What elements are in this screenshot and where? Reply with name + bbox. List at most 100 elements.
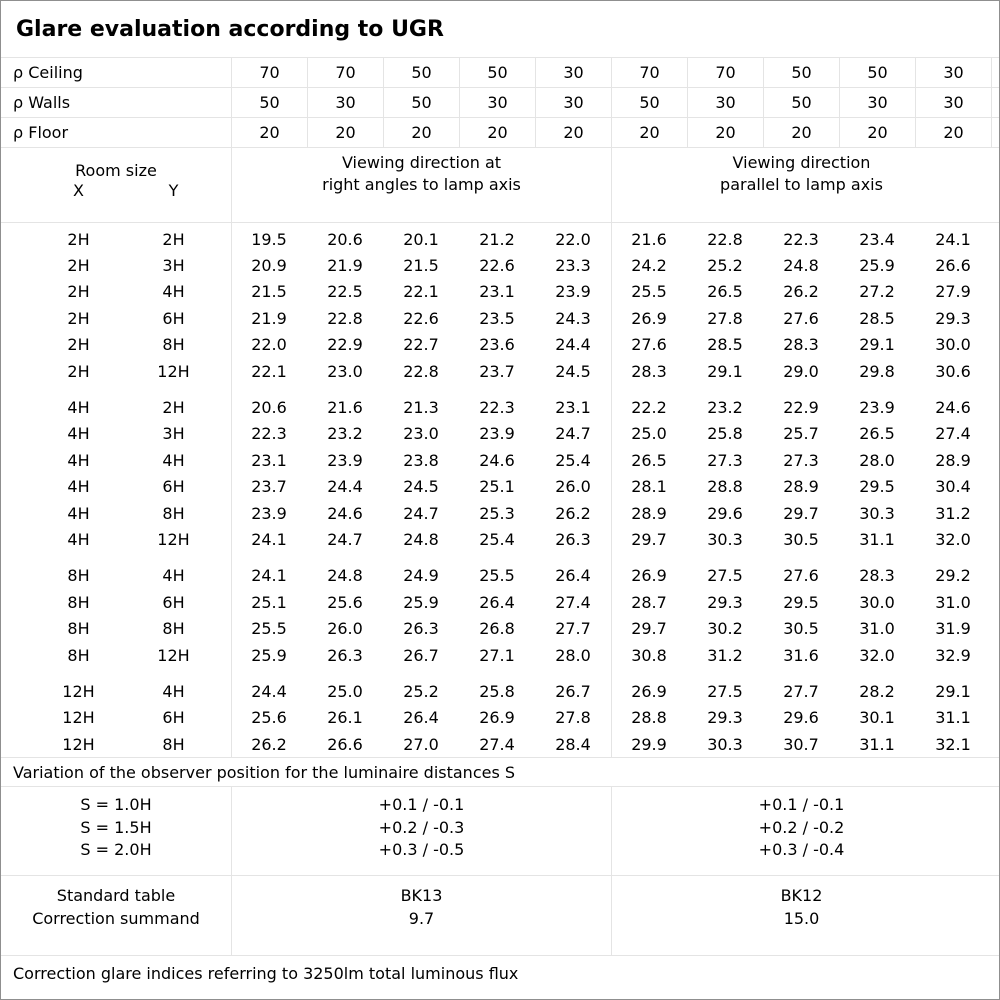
ugr-value-cell: 27.7: [555, 619, 591, 639]
reflectance-value: 20: [687, 118, 763, 147]
reflectance-row-label: ρ Ceiling: [13, 63, 83, 82]
ugr-value-cell: 20.6: [251, 398, 287, 418]
ugr-value-cell: 23.3: [555, 256, 591, 276]
ugr-value-cell: 26.7: [403, 645, 439, 665]
ugr-value-cell: 22.1: [403, 282, 439, 302]
room-x-cell: 4H: [67, 503, 90, 523]
ugr-value-cell: 25.6: [251, 708, 287, 728]
table-row: 4H 6H 23.7 24.4 24.5 25.1 26.0 28.1 28.8 28.9 29.5…: [1, 474, 999, 500]
ugr-value-cell: 27.1: [479, 645, 515, 665]
ugr-value-cell: 29.6: [783, 708, 819, 728]
ugr-value-cell: 23.2: [707, 398, 743, 418]
s-label: S = 2.0H: [80, 840, 152, 859]
ugr-value-cell: 22.6: [479, 256, 515, 276]
ugr-value-cell: 32.9: [935, 645, 971, 665]
ugr-value-cell: 25.2: [403, 681, 439, 701]
y-column-label: Y: [168, 181, 179, 200]
ugr-value-cell: 23.8: [403, 450, 439, 470]
ugr-value-cell: 28.5: [859, 308, 895, 328]
ugr-value-cell: 25.5: [631, 282, 667, 302]
room-x-cell: 12H: [62, 681, 95, 701]
ugr-value-cell: 25.2: [707, 256, 743, 276]
reflectance-value: 70: [687, 58, 763, 87]
ugr-value-cell: 30.5: [783, 619, 819, 639]
right-angles-direction-header: Viewing direction at right angles to lam…: [231, 148, 611, 222]
table-row: 4H 12H 24.1 24.7 24.8 25.4 26.3 29.7 30.3 30.5 31.…: [1, 526, 999, 552]
ugr-value-cell: 23.4: [859, 229, 895, 249]
ugr-value-cell: 26.2: [251, 734, 287, 754]
ugr-value-cell: 26.2: [783, 282, 819, 302]
table-row: 2H 3H 20.9 21.9 21.5 22.6 23.3 24.2 25.2 24.8 25.9…: [1, 252, 999, 278]
table-row: 8H 4H 24.1 24.8 24.9 25.5 26.4 26.9 27.5 27.6 28.3…: [1, 563, 999, 589]
room-x-cell: 2H: [67, 229, 90, 249]
ugr-value-cell: 29.5: [859, 477, 895, 497]
ugr-value-cell: 31.1: [859, 734, 895, 754]
reflectance-row: ρ Floor 20 20 20 20 20 20 20 20 20 20: [1, 118, 999, 148]
room-y-cell: 4H: [162, 681, 185, 701]
ugr-value-cell: 29.8: [859, 361, 895, 381]
ugr-value-cell: 23.1: [479, 282, 515, 302]
room-y-cell: 8H: [162, 734, 185, 754]
room-size-xy-row: X Y: [1, 181, 231, 200]
summary-labels: Standard table Correction summand: [1, 876, 231, 955]
ugr-value-cell: 27.4: [935, 424, 971, 444]
ugr-value-cell: 27.6: [783, 308, 819, 328]
reflectance-value: 30: [535, 58, 611, 87]
ugr-value-cell: 24.7: [555, 424, 591, 444]
ugr-value-cell: 24.4: [327, 477, 363, 497]
ugr-value-cell: 26.1: [327, 708, 363, 728]
ugr-value-cell: 28.1: [631, 477, 667, 497]
reflectance-value: 70: [231, 58, 307, 87]
reflectance-value: 30: [915, 88, 991, 117]
ugr-value-cell: 26.7: [555, 681, 591, 701]
ugr-value-cell: 22.9: [327, 335, 363, 355]
reflectance-value: 20: [763, 118, 839, 147]
ugr-value-cell: 19.5: [251, 229, 287, 249]
reflectance-value: 70: [611, 58, 687, 87]
variation-value: +0.2 / -0.3: [378, 817, 465, 837]
ugr-value-cell: 25.5: [479, 566, 515, 586]
ugr-value-cell: 28.8: [631, 708, 667, 728]
ugr-value-cell: 30.6: [935, 361, 971, 381]
table-header-row: Room size X Y Viewing direction at right…: [1, 148, 999, 223]
ugr-value-cell: 30.4: [935, 477, 971, 497]
table-row: 4H 4H 23.1 23.9 23.8 24.6 25.4 26.5 27.3 27.3 28.0…: [1, 447, 999, 473]
variation-value: +0.1 / -0.1: [378, 795, 465, 814]
ugr-value-cell: 30.1: [859, 708, 895, 728]
room-x-cell: 2H: [67, 308, 90, 328]
ugr-value-cell: 25.5: [251, 619, 287, 639]
observer-variation-note: Variation of the observer position for t…: [1, 758, 999, 787]
ugr-value-cell: 27.5: [707, 681, 743, 701]
reflectance-value: 30: [535, 88, 611, 117]
ugr-value-cell: 29.7: [783, 503, 819, 523]
ugr-value-cell: 24.1: [251, 566, 287, 586]
ugr-value-cell: 22.7: [403, 335, 439, 355]
ugr-value-cell: 28.9: [935, 450, 971, 470]
column-divider-line: [231, 223, 232, 757]
reflectance-value: 70: [307, 58, 383, 87]
ugr-value-cell: 21.3: [403, 398, 439, 418]
ugr-value-cell: 31.2: [707, 645, 743, 665]
ugr-value-cell: 29.1: [707, 361, 743, 381]
ugr-value-cell: 29.1: [935, 681, 971, 701]
ugr-value-cell: 26.4: [479, 592, 515, 612]
room-x-cell: 4H: [67, 398, 90, 418]
ugr-value-cell: 23.9: [555, 282, 591, 302]
ugr-value-cell: 32.0: [859, 645, 895, 665]
ugr-value-cell: 30.8: [631, 645, 667, 665]
s-distance-labels: S = 1.0H S = 1.5H S = 2.0H: [1, 787, 231, 875]
table-row: 2H 12H 22.1 23.0 22.8 23.7 24.5 28.3 29.1 29.0 29.…: [1, 358, 999, 384]
ugr-value-cell: 24.1: [251, 529, 287, 549]
room-y-cell: 12H: [157, 361, 190, 381]
reflectance-value: 20: [307, 118, 383, 147]
ugr-value-cell: 21.2: [479, 229, 515, 249]
ugr-value-cell: 29.6: [707, 503, 743, 523]
ugr-value-cell: 24.6: [479, 450, 515, 470]
ugr-value-cell: 28.4: [555, 734, 591, 754]
filler-cell: [991, 118, 999, 147]
ugr-value-cell: 31.2: [935, 503, 971, 523]
observer-variation-table: S = 1.0H S = 1.5H S = 2.0H +0.1 / -0.1 +…: [1, 787, 999, 876]
reflectance-value: 50: [611, 88, 687, 117]
s-label: S = 1.5H: [80, 817, 152, 837]
ugr-value-cell: 27.6: [631, 335, 667, 355]
